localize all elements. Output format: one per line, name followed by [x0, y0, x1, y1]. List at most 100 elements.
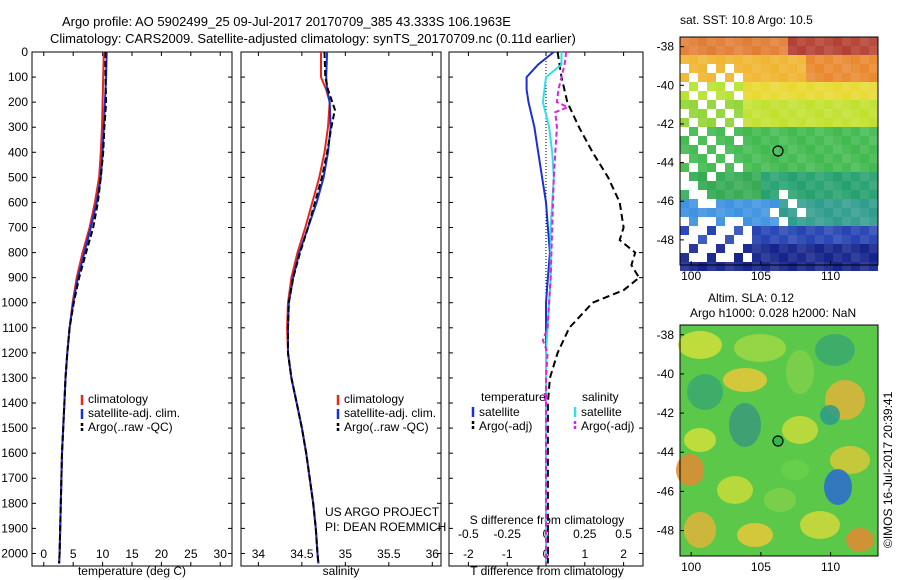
sst-cell — [680, 226, 689, 235]
sst-cell — [761, 127, 770, 136]
sst-cell — [824, 217, 833, 226]
sst-cell — [752, 118, 761, 127]
sst-cell — [860, 208, 869, 217]
sst-cell — [851, 244, 860, 253]
sst-cell — [860, 226, 869, 235]
sst-cell — [725, 253, 734, 262]
sst-cell — [806, 73, 815, 82]
sst-cell — [743, 46, 752, 55]
sst-cell — [680, 172, 689, 181]
sst-cell — [680, 100, 689, 109]
sst-cell — [680, 163, 689, 172]
sst-cell — [707, 91, 716, 100]
x-tick-label: 1 — [581, 547, 588, 561]
sst-cell — [680, 136, 689, 145]
sst-cell — [851, 181, 860, 190]
sst-cell — [833, 82, 842, 91]
sst-cell — [752, 235, 761, 244]
sst-cell — [842, 217, 851, 226]
sst-map: sat. SST: 10.8 Argo: 10.5 -38 -40 -42 -44 -4… — [657, 13, 879, 283]
map-y-tick-label: -46 — [657, 484, 675, 498]
sst-cell — [851, 190, 860, 199]
sst-cell — [824, 154, 833, 163]
sst-cell — [824, 73, 833, 82]
sst-cell — [698, 244, 707, 253]
sst-cell — [743, 64, 752, 73]
sst-cell — [788, 64, 797, 73]
sst-cell — [761, 37, 770, 46]
sst-cell — [680, 244, 689, 253]
sst-cell — [788, 190, 797, 199]
sst-cell — [842, 109, 851, 118]
sst-cell — [734, 55, 743, 64]
sst-cell — [725, 199, 734, 208]
legend-entry: satellite — [581, 405, 622, 419]
sst-cell — [752, 100, 761, 109]
sst-cell — [788, 199, 797, 208]
map-x-tick-label: 110 — [821, 560, 840, 574]
sst-cell — [797, 154, 806, 163]
legend-entry: satellite — [479, 405, 520, 419]
sst-cell — [788, 208, 797, 217]
sst-cell — [797, 73, 806, 82]
sst-cell — [815, 181, 824, 190]
sst-cell — [743, 172, 752, 181]
sst-cell — [707, 226, 716, 235]
sst-cell — [797, 217, 806, 226]
sst-cell — [680, 253, 689, 262]
sst-cell — [869, 244, 878, 253]
sst-cell — [689, 154, 698, 163]
sst-cell — [734, 46, 743, 55]
sst-cell — [860, 235, 869, 244]
map-y-tick-label: -44 — [657, 445, 675, 459]
sst-cell — [680, 73, 689, 82]
figure-title-line-1: Argo profile: AO 5902499_25 09-Jul-2017 … — [62, 14, 511, 29]
map-x-tick-label: 100 — [681, 560, 701, 574]
sst-cell — [752, 226, 761, 235]
sst-cell — [734, 217, 743, 226]
sst-cell — [725, 55, 734, 64]
sst-cell — [707, 190, 716, 199]
sst-cell — [716, 163, 725, 172]
map-x-tick-label: 105 — [751, 269, 771, 283]
sst-cell — [824, 109, 833, 118]
legend-entry: Argo(-adj) — [479, 419, 532, 433]
map-y-tick-label: -38 — [657, 40, 675, 54]
depth-tick-label: 1700 — [1, 471, 28, 485]
sst-cell — [779, 73, 788, 82]
sst-cell — [842, 136, 851, 145]
sst-cell — [716, 37, 725, 46]
sst-cell — [842, 55, 851, 64]
map-y-tick-label: -40 — [657, 78, 675, 92]
sst-cell — [797, 235, 806, 244]
sst-cell — [761, 199, 770, 208]
depth-tick-label: 900 — [8, 271, 28, 285]
sla-blob — [717, 476, 753, 504]
sst-cell — [707, 109, 716, 118]
sst-cell — [788, 145, 797, 154]
sst-cell — [851, 145, 860, 154]
sla-blob — [676, 454, 704, 486]
sst-cell — [815, 46, 824, 55]
sst-cell — [869, 154, 878, 163]
sst-cell — [833, 163, 842, 172]
sst-cell — [743, 91, 752, 100]
sst-cell — [680, 91, 689, 100]
sst-cell — [869, 145, 878, 154]
sst-cell — [779, 181, 788, 190]
sst-cell — [851, 208, 860, 217]
sst-cell — [842, 46, 851, 55]
series-line-argo — [58, 52, 108, 564]
sst-cell — [761, 136, 770, 145]
sst-cell — [833, 244, 842, 253]
sst-cell — [707, 244, 716, 253]
sst-cell — [815, 154, 824, 163]
sst-cell — [725, 163, 734, 172]
sst-cell — [743, 235, 752, 244]
sst-cell — [752, 109, 761, 118]
sst-cell — [815, 136, 824, 145]
sst-cell — [779, 154, 788, 163]
sst-cell — [779, 172, 788, 181]
sst-cell — [842, 244, 851, 253]
legend-heading-salinity: salinity — [582, 390, 619, 404]
